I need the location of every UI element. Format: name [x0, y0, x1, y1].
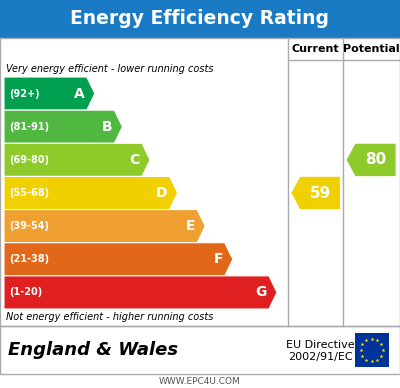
- Text: Very energy efficient - lower running costs: Very energy efficient - lower running co…: [6, 64, 214, 73]
- Text: E: E: [186, 219, 195, 233]
- Bar: [0, 0, 400, 38]
- Bar: [0, 326, 400, 374]
- Bar: [0, 38, 400, 326]
- Text: (55-68): (55-68): [9, 188, 49, 198]
- Text: A: A: [74, 87, 85, 100]
- Polygon shape: [291, 177, 340, 210]
- Text: WWW.EPC4U.COM: WWW.EPC4U.COM: [159, 376, 241, 386]
- Text: (1-20): (1-20): [9, 288, 42, 298]
- Text: Current: Current: [292, 44, 340, 54]
- Bar: [355, 333, 389, 367]
- Text: (21-38): (21-38): [9, 254, 49, 264]
- Text: 2002/91/EC: 2002/91/EC: [288, 352, 353, 362]
- Text: D: D: [156, 186, 168, 200]
- Text: F: F: [213, 252, 223, 266]
- Polygon shape: [4, 77, 95, 110]
- Text: G: G: [256, 286, 267, 300]
- Polygon shape: [4, 243, 233, 276]
- Polygon shape: [4, 177, 178, 210]
- Text: Potential: Potential: [343, 44, 400, 54]
- Text: 59: 59: [310, 185, 331, 201]
- Polygon shape: [346, 143, 396, 177]
- Text: EU Directive: EU Directive: [286, 340, 355, 350]
- Text: Energy Efficiency Rating: Energy Efficiency Rating: [70, 9, 330, 28]
- Text: Not energy efficient - higher running costs: Not energy efficient - higher running co…: [6, 312, 213, 322]
- Polygon shape: [4, 110, 122, 143]
- Polygon shape: [4, 210, 205, 243]
- Text: (39-54): (39-54): [9, 221, 49, 231]
- Text: England & Wales: England & Wales: [8, 341, 178, 359]
- Text: (81-91): (81-91): [9, 122, 49, 132]
- Text: C: C: [130, 153, 140, 167]
- Polygon shape: [4, 143, 150, 177]
- Text: (69-80): (69-80): [9, 155, 49, 165]
- Polygon shape: [4, 276, 277, 309]
- Text: (92+): (92+): [9, 88, 40, 99]
- Text: 80: 80: [365, 152, 386, 167]
- Text: B: B: [102, 120, 112, 134]
